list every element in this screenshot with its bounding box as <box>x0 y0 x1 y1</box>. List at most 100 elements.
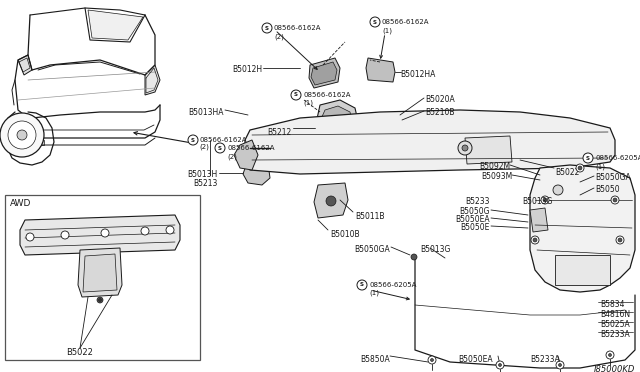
Polygon shape <box>78 248 122 297</box>
Circle shape <box>583 153 593 163</box>
Text: (1): (1) <box>369 290 379 296</box>
Circle shape <box>8 121 36 149</box>
Circle shape <box>611 196 619 204</box>
Circle shape <box>556 361 564 369</box>
Text: B4816N: B4816N <box>600 310 630 319</box>
Polygon shape <box>315 100 360 155</box>
Text: B5850A: B5850A <box>360 355 390 364</box>
Circle shape <box>61 231 69 239</box>
Text: B5213: B5213 <box>194 179 218 188</box>
Text: 08566-6205A: 08566-6205A <box>369 282 417 288</box>
Circle shape <box>326 196 336 206</box>
Text: 08566-6162A: 08566-6162A <box>382 19 429 25</box>
Polygon shape <box>317 106 354 150</box>
Circle shape <box>616 236 624 244</box>
Polygon shape <box>309 58 340 88</box>
Text: (1): (1) <box>303 100 313 106</box>
Circle shape <box>141 227 149 235</box>
Text: B5050EA: B5050EA <box>458 355 493 364</box>
Text: B5020A: B5020A <box>425 95 455 104</box>
Circle shape <box>541 196 549 204</box>
Circle shape <box>291 90 301 100</box>
Circle shape <box>357 280 367 290</box>
Text: S: S <box>360 282 364 288</box>
Polygon shape <box>314 183 348 218</box>
Polygon shape <box>88 10 143 40</box>
Text: B5013G: B5013G <box>522 197 552 206</box>
Circle shape <box>609 353 611 356</box>
Polygon shape <box>245 110 615 174</box>
Circle shape <box>496 361 504 369</box>
Polygon shape <box>311 62 337 85</box>
Text: 08566-6162A: 08566-6162A <box>274 25 321 31</box>
Circle shape <box>431 359 433 362</box>
Text: B5022: B5022 <box>555 168 579 177</box>
Circle shape <box>606 351 614 359</box>
Polygon shape <box>555 255 610 285</box>
Text: S: S <box>191 138 195 142</box>
Polygon shape <box>145 65 160 95</box>
Text: B5050EA: B5050EA <box>456 215 490 224</box>
Text: B5012H: B5012H <box>232 65 262 74</box>
Text: B5092M: B5092M <box>479 162 510 171</box>
Polygon shape <box>234 140 258 170</box>
Circle shape <box>559 363 561 366</box>
Text: (1): (1) <box>595 163 605 170</box>
Circle shape <box>576 164 584 172</box>
Circle shape <box>97 297 103 303</box>
Polygon shape <box>243 155 270 185</box>
Circle shape <box>262 23 272 33</box>
Text: B5050GA: B5050GA <box>355 245 390 254</box>
Polygon shape <box>83 254 117 292</box>
Text: B5011B: B5011B <box>355 212 385 221</box>
Text: J85000KD: J85000KD <box>594 365 635 372</box>
Circle shape <box>531 236 539 244</box>
Text: B5013H: B5013H <box>188 170 218 179</box>
Circle shape <box>101 229 109 237</box>
Text: B5022: B5022 <box>67 348 93 357</box>
Text: 08566-6162A: 08566-6162A <box>199 137 246 143</box>
Text: S: S <box>218 145 222 151</box>
Circle shape <box>0 113 44 157</box>
Polygon shape <box>20 215 180 255</box>
Text: B5233A: B5233A <box>600 330 630 339</box>
Polygon shape <box>542 172 575 202</box>
Circle shape <box>26 233 34 241</box>
Text: 08566-6162A: 08566-6162A <box>303 92 351 98</box>
Text: B5212: B5212 <box>268 128 292 137</box>
Polygon shape <box>465 136 512 164</box>
Bar <box>5 195 200 360</box>
Text: B5834: B5834 <box>600 300 625 309</box>
Circle shape <box>533 238 537 242</box>
Circle shape <box>499 363 502 366</box>
Text: B5050E: B5050E <box>461 223 490 232</box>
Circle shape <box>578 166 582 170</box>
Circle shape <box>618 238 622 242</box>
Text: S: S <box>373 19 377 25</box>
Text: B5233A: B5233A <box>530 355 560 364</box>
Text: B5010B: B5010B <box>330 230 360 239</box>
Text: S: S <box>265 26 269 31</box>
Text: (2): (2) <box>274 33 284 39</box>
Text: B5050G: B5050G <box>460 207 490 216</box>
Circle shape <box>17 130 27 140</box>
Circle shape <box>411 254 417 260</box>
Text: B5233: B5233 <box>465 197 490 206</box>
Text: (1): (1) <box>382 27 392 33</box>
Circle shape <box>188 135 198 145</box>
Text: 08566-6162A: 08566-6162A <box>227 145 275 151</box>
Text: B5012HA: B5012HA <box>400 70 435 79</box>
Text: B5013HA: B5013HA <box>189 108 224 117</box>
Text: B5050GA: B5050GA <box>595 173 631 182</box>
Polygon shape <box>38 140 44 145</box>
Text: B5093M: B5093M <box>481 172 512 181</box>
Text: B5050: B5050 <box>595 185 620 194</box>
Text: 08566-6205A: 08566-6205A <box>595 155 640 161</box>
Text: (2): (2) <box>227 153 237 160</box>
Circle shape <box>428 356 436 364</box>
Circle shape <box>166 226 174 234</box>
Circle shape <box>458 141 472 155</box>
Text: (2): (2) <box>199 144 209 151</box>
Circle shape <box>370 17 380 27</box>
Text: S: S <box>586 155 590 160</box>
